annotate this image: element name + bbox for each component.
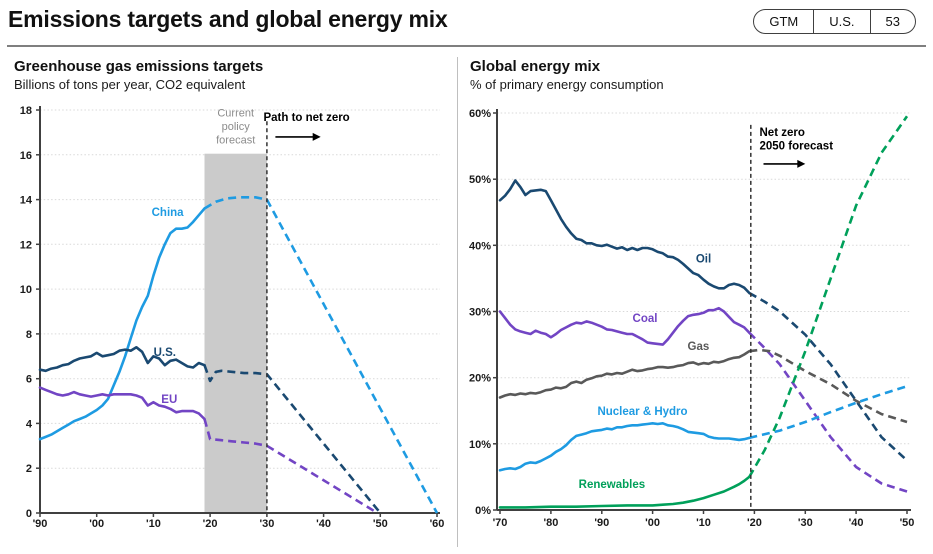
y-tick-label: 0% — [475, 505, 491, 517]
panel-divider — [457, 57, 458, 547]
series-renewables-label: Renewables — [579, 479, 645, 491]
y-tick-label: 20% — [469, 373, 491, 385]
series-gas-forecast-line — [749, 348, 908, 424]
x-tick-label: '30 — [798, 517, 813, 529]
x-tick-label: '40 — [316, 518, 331, 530]
x-tick-label: '10 — [696, 517, 711, 529]
page-title: Emissions targets and global energy mix — [8, 6, 448, 32]
chart-global-energy-mix: 0% 10% 20% 30% 40% 50% 60% '70 '80 '90 '00 '10 '20 '3… — [469, 108, 914, 529]
net-zero-2050-forecast-text: Net zero — [760, 127, 805, 139]
path-to-net-zero-arrowhead — [312, 132, 321, 141]
series-eu-label: EU — [161, 394, 177, 406]
y-tick-label: 60% — [469, 108, 491, 120]
x-tick-label: '80 — [543, 517, 558, 529]
series-nuclear-hydro-label: Nuclear & Hydro — [597, 406, 687, 418]
x-tick-label: '50 — [900, 517, 915, 529]
x-tick-label: '70 — [493, 517, 508, 529]
y-tick-label: 16 — [20, 150, 32, 162]
y-tick-label: 50% — [469, 174, 491, 186]
y-tick-label: 8 — [26, 329, 32, 341]
series-u-s-line — [38, 345, 206, 373]
y-tick-label: 4 — [26, 418, 33, 430]
series-oil-forecast-line — [748, 291, 908, 462]
current-policy-forecast-text: policy — [222, 121, 251, 133]
y-tick-label: 18 — [20, 105, 32, 117]
series-u-s-label: U.S. — [154, 347, 176, 359]
chart-greenhouse-gas-emissions-targets: 0 2 4 6 8 10 12 14 16 18 '90 '00 '10 '20 '30 '40 '50 '60 C… — [20, 105, 445, 530]
x-tick-label: '90 — [33, 518, 48, 530]
x-tick-label: '20 — [203, 518, 218, 530]
series-nuclear-hydro-line — [498, 421, 751, 472]
left-chart-subtitle: Billions of tons per year, CO2 equivalen… — [14, 77, 246, 92]
left-chart-header: Greenhouse gas emissions targets Billion… — [14, 58, 263, 92]
y-tick-label: 14 — [20, 195, 33, 207]
series-coal-forecast-line — [748, 331, 908, 493]
right-chart-title: Global energy mix — [470, 58, 601, 75]
series-oil-label: Oil — [696, 254, 711, 266]
x-tick-label: '60 — [430, 518, 445, 530]
series-china-label: China — [152, 207, 185, 219]
series-oil-line — [498, 179, 751, 295]
x-tick-label: '30 — [259, 518, 274, 530]
right-chart-header: Global energy mix % of primary energy co… — [470, 58, 664, 92]
series-nuclear-hydro-forecast-line — [748, 385, 908, 440]
path-to-net-zero-text: Path to net zero — [263, 112, 349, 124]
series-gas-label: Gas — [688, 341, 710, 353]
y-tick-label: 12 — [20, 239, 32, 251]
y-tick-label: 2 — [26, 463, 32, 475]
y-tick-label: 10% — [469, 439, 491, 451]
y-tick-label: 40% — [469, 240, 491, 252]
header-divider — [7, 45, 926, 47]
x-tick-label: '20 — [747, 517, 762, 529]
y-tick-label: 0 — [26, 508, 32, 520]
series-coal-label: Coal — [633, 313, 658, 325]
x-tick-label: '90 — [594, 517, 609, 529]
net-zero-2050-forecast-text: 2050 forecast — [760, 141, 834, 153]
badge-page-number: 53 — [869, 10, 915, 33]
y-tick-label: 10 — [20, 284, 32, 296]
y-tick-label: 30% — [469, 307, 491, 319]
left-chart-title: Greenhouse gas emissions targets — [14, 58, 264, 75]
series-china-line — [38, 207, 206, 441]
net-zero-2050-forecast-arrowhead — [797, 159, 806, 168]
x-tick-label: '00 — [89, 518, 104, 530]
series-renewables-line — [498, 475, 751, 509]
series-coal-line — [498, 306, 751, 346]
x-tick-label: '00 — [645, 517, 660, 529]
badge-gtm: GTM — [769, 14, 799, 29]
x-tick-label: '10 — [146, 518, 161, 530]
x-tick-label: '50 — [373, 518, 388, 530]
forecast-band — [204, 153, 267, 513]
page-badge-group: GTM U.S. 53 — [753, 9, 916, 34]
badge-region: U.S. — [813, 10, 869, 33]
x-tick-label: '40 — [849, 517, 864, 529]
current-policy-forecast-text: forecast — [216, 135, 255, 147]
current-policy-forecast-text: Current — [217, 108, 254, 120]
right-chart-subtitle: % of primary energy consumption — [470, 77, 664, 92]
series-gas-line — [498, 349, 751, 399]
y-tick-label: 6 — [26, 374, 32, 386]
series-u-s-forecast-line — [203, 364, 382, 514]
series-eu-line — [38, 386, 206, 421]
series-renewables-forecast-line — [748, 115, 909, 478]
